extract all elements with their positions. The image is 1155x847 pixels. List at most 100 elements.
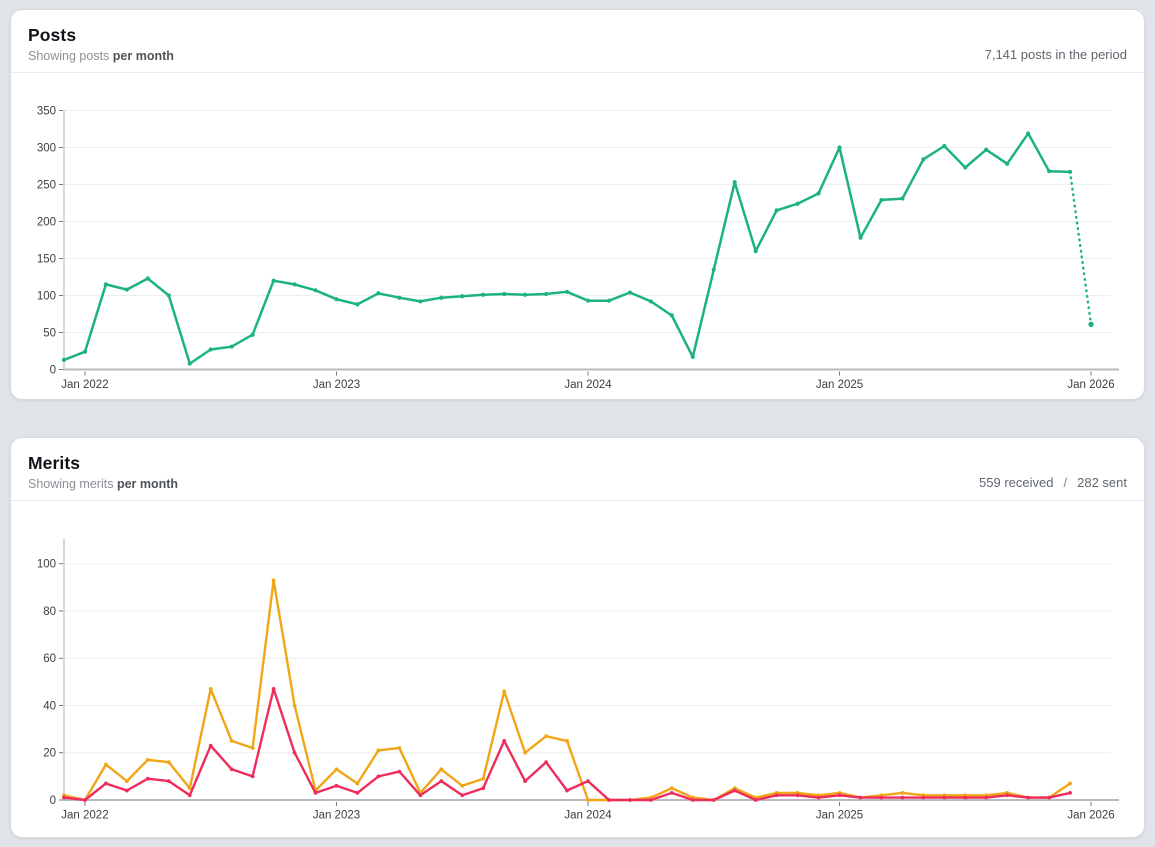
posts-per-month-y-tick-label: 350 xyxy=(37,106,56,118)
merits-card: Merits Showing merits per month 559 rece… xyxy=(10,437,1145,838)
posts-marker xyxy=(355,302,360,307)
sent-marker xyxy=(376,774,381,779)
posts-marker xyxy=(103,282,109,287)
sent-marker xyxy=(292,750,297,755)
posts-marker xyxy=(523,292,528,297)
merits-line-chart[interactable]: 0 20 40 60 80 100 Jan 2022 Jan 2023 Jan 2024 Jan … xyxy=(11,506,1145,838)
posts-marker xyxy=(648,299,653,304)
received-marker xyxy=(900,791,905,795)
sent-marker xyxy=(145,776,150,781)
posts-marker xyxy=(250,332,255,337)
posts-marker xyxy=(795,201,800,206)
posts-marker xyxy=(606,298,612,303)
posts-per-month-y-tick-label: 250 xyxy=(37,180,56,192)
sent-marker xyxy=(816,795,821,800)
sent-marker xyxy=(397,769,402,774)
posts-card: Posts Showing posts per month 7,141 post… xyxy=(10,9,1145,400)
received-marker xyxy=(229,739,234,743)
sent-marker xyxy=(565,788,569,793)
received-marker xyxy=(166,760,171,765)
posts-per-month-y-tick-label: 150 xyxy=(37,254,56,266)
merits-card-subtitle: Showing merits per month xyxy=(28,477,178,491)
sent-marker xyxy=(124,788,129,793)
posts-line-chart[interactable]: 0 50 100 150 200 250 300 350 Jan 2022 Jan 2023 Jan… xyxy=(11,76,1145,400)
received-marker xyxy=(271,578,276,583)
received-marker xyxy=(481,776,486,781)
posts-line xyxy=(62,132,1072,365)
posts-marker xyxy=(271,278,276,283)
merits-sent-total: 282 sent xyxy=(1077,475,1127,490)
posts-per-month-y-tick-label: 200 xyxy=(37,217,56,229)
posts-per-month-y-tick-label: 0 xyxy=(50,365,56,377)
received-marker xyxy=(565,739,569,743)
sent-marker xyxy=(481,786,486,791)
merits-per-month-x-tick-label: Jan 2025 xyxy=(816,810,863,822)
received-marker xyxy=(460,783,465,788)
posts-marker xyxy=(963,165,968,170)
received-marker xyxy=(544,734,548,739)
received-marker xyxy=(334,767,339,772)
sent-marker xyxy=(900,795,905,800)
sent-marker xyxy=(418,793,423,798)
sent-marker xyxy=(229,767,234,772)
received-marker xyxy=(208,687,213,691)
sent-marker xyxy=(795,793,800,798)
merits-card-title: Merits xyxy=(28,452,81,473)
sent-marker xyxy=(774,793,779,798)
sent-marker xyxy=(1047,795,1052,800)
posts-marker xyxy=(418,299,423,304)
posts-card-subtitle: Showing posts per month xyxy=(28,49,174,63)
received-marker xyxy=(439,767,444,772)
merits-per-month-x-tick-label: Jan 2026 xyxy=(1067,810,1114,822)
merits-per-month-y-tick-label: 60 xyxy=(43,653,56,665)
posts-marker xyxy=(879,197,884,203)
sent-marker xyxy=(439,779,444,783)
sent-marker xyxy=(690,798,695,802)
posts-marker xyxy=(145,276,150,281)
sent-marker xyxy=(984,795,989,800)
posts-marker xyxy=(690,354,695,360)
sent-marker xyxy=(628,798,632,802)
sent-marker xyxy=(607,798,611,802)
posts-line-dotted-projection xyxy=(1068,170,1093,326)
sent-marker xyxy=(942,795,947,800)
received-marker xyxy=(502,689,507,694)
sent-marker xyxy=(208,743,213,748)
sent-marker xyxy=(1026,795,1031,800)
posts-card-header: Posts Showing posts per month 7,141 post… xyxy=(11,10,1144,73)
merits-per-month-x-tick-label: Jan 2024 xyxy=(564,810,612,822)
sent-marker xyxy=(1068,791,1072,795)
sent-marker xyxy=(62,795,66,800)
posts-per-month-x-tick-label: Jan 2022 xyxy=(61,379,108,391)
received-marker xyxy=(1068,781,1072,786)
sent-marker xyxy=(1005,793,1010,798)
posts-per-month-x-tick-label: Jan 2023 xyxy=(313,379,360,391)
sent-marker xyxy=(879,795,884,800)
posts-marker xyxy=(313,288,318,293)
received-marker xyxy=(250,746,255,750)
received-marker xyxy=(586,798,590,802)
posts-per-month-y-tick-label: 100 xyxy=(37,291,56,303)
posts-marker xyxy=(439,295,444,300)
received-marker xyxy=(104,762,108,767)
posts-marker xyxy=(858,235,863,240)
merits-card-header: Merits Showing merits per month 559 rece… xyxy=(11,438,1144,501)
posts-per-month-x-tick-label: Jan 2024 xyxy=(564,379,612,391)
posts-marker xyxy=(124,287,129,292)
posts-per-month-y-tick-label: 300 xyxy=(37,143,56,155)
posts-marker xyxy=(816,191,821,196)
merits-per-month-y-tick-label: 20 xyxy=(43,748,56,760)
sent-marker xyxy=(586,779,590,783)
posts-subtitle-prefix: Showing posts xyxy=(28,49,110,63)
merits-subtitle-prefix: Showing merits xyxy=(28,477,114,491)
sent-marker xyxy=(334,783,339,788)
posts-marker xyxy=(942,143,947,149)
posts-marker xyxy=(460,294,465,299)
posts-card-title: Posts xyxy=(28,24,77,45)
sent-marker xyxy=(523,779,528,783)
sent-marker xyxy=(271,687,276,691)
posts-marker xyxy=(334,297,339,302)
posts-marker xyxy=(753,249,758,254)
posts-marker xyxy=(1005,161,1010,166)
posts-marker xyxy=(627,290,633,295)
